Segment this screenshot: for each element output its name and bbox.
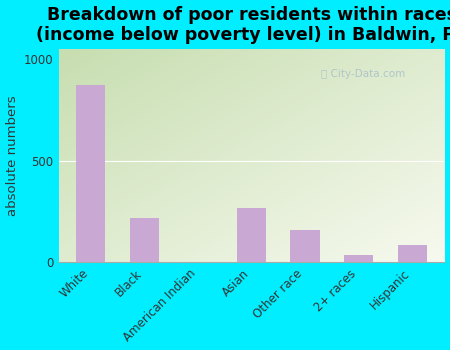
Bar bbox=[237, 208, 266, 262]
Bar bbox=[397, 245, 427, 262]
Text: ⦾ City-Data.com: ⦾ City-Data.com bbox=[321, 69, 405, 79]
Bar bbox=[130, 218, 159, 262]
Bar bbox=[290, 230, 320, 262]
Y-axis label: absolute numbers: absolute numbers bbox=[5, 95, 18, 216]
Title: Breakdown of poor residents within races
(income below poverty level) in Baldwin: Breakdown of poor residents within races… bbox=[36, 6, 450, 44]
Bar bbox=[344, 255, 374, 262]
Bar bbox=[76, 85, 105, 262]
